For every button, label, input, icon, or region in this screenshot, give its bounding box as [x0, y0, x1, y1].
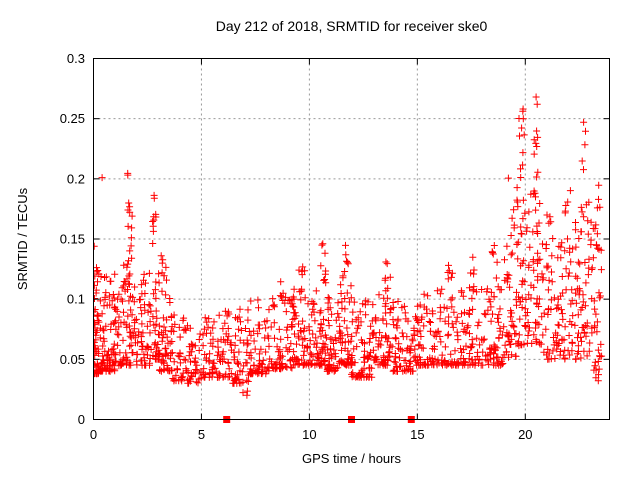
x-tick-label: 10 [302, 427, 316, 442]
y-tick-label: 0.2 [67, 171, 85, 186]
x-axis-label: GPS time / hours [302, 451, 401, 466]
y-axis-label: SRMTID / TECUs [15, 187, 30, 290]
x-tick-label: 5 [198, 427, 205, 442]
y-tick-label: 0.3 [67, 51, 85, 66]
x-tick-label: 20 [518, 427, 532, 442]
y-tick-label: 0.25 [60, 111, 85, 126]
scatter-points [93, 93, 606, 399]
y-tick-label: 0.15 [60, 232, 85, 247]
axis-ticks [93, 58, 610, 420]
scatter-plus-markers [93, 93, 606, 399]
tick-labels: 0 5 10 15 20 0 0.05 0.1 0.15 0.2 0.25 0.3 [60, 51, 533, 442]
x-tick-label: 15 [410, 427, 424, 442]
chart-title: Day 212 of 2018, SRMTID for receiver ske… [216, 18, 488, 34]
y-tick-label: 0 [78, 412, 85, 427]
x-tick-label: 0 [90, 427, 97, 442]
y-tick-label: 0.1 [67, 292, 85, 307]
y-tick-label: 0.05 [60, 352, 85, 367]
